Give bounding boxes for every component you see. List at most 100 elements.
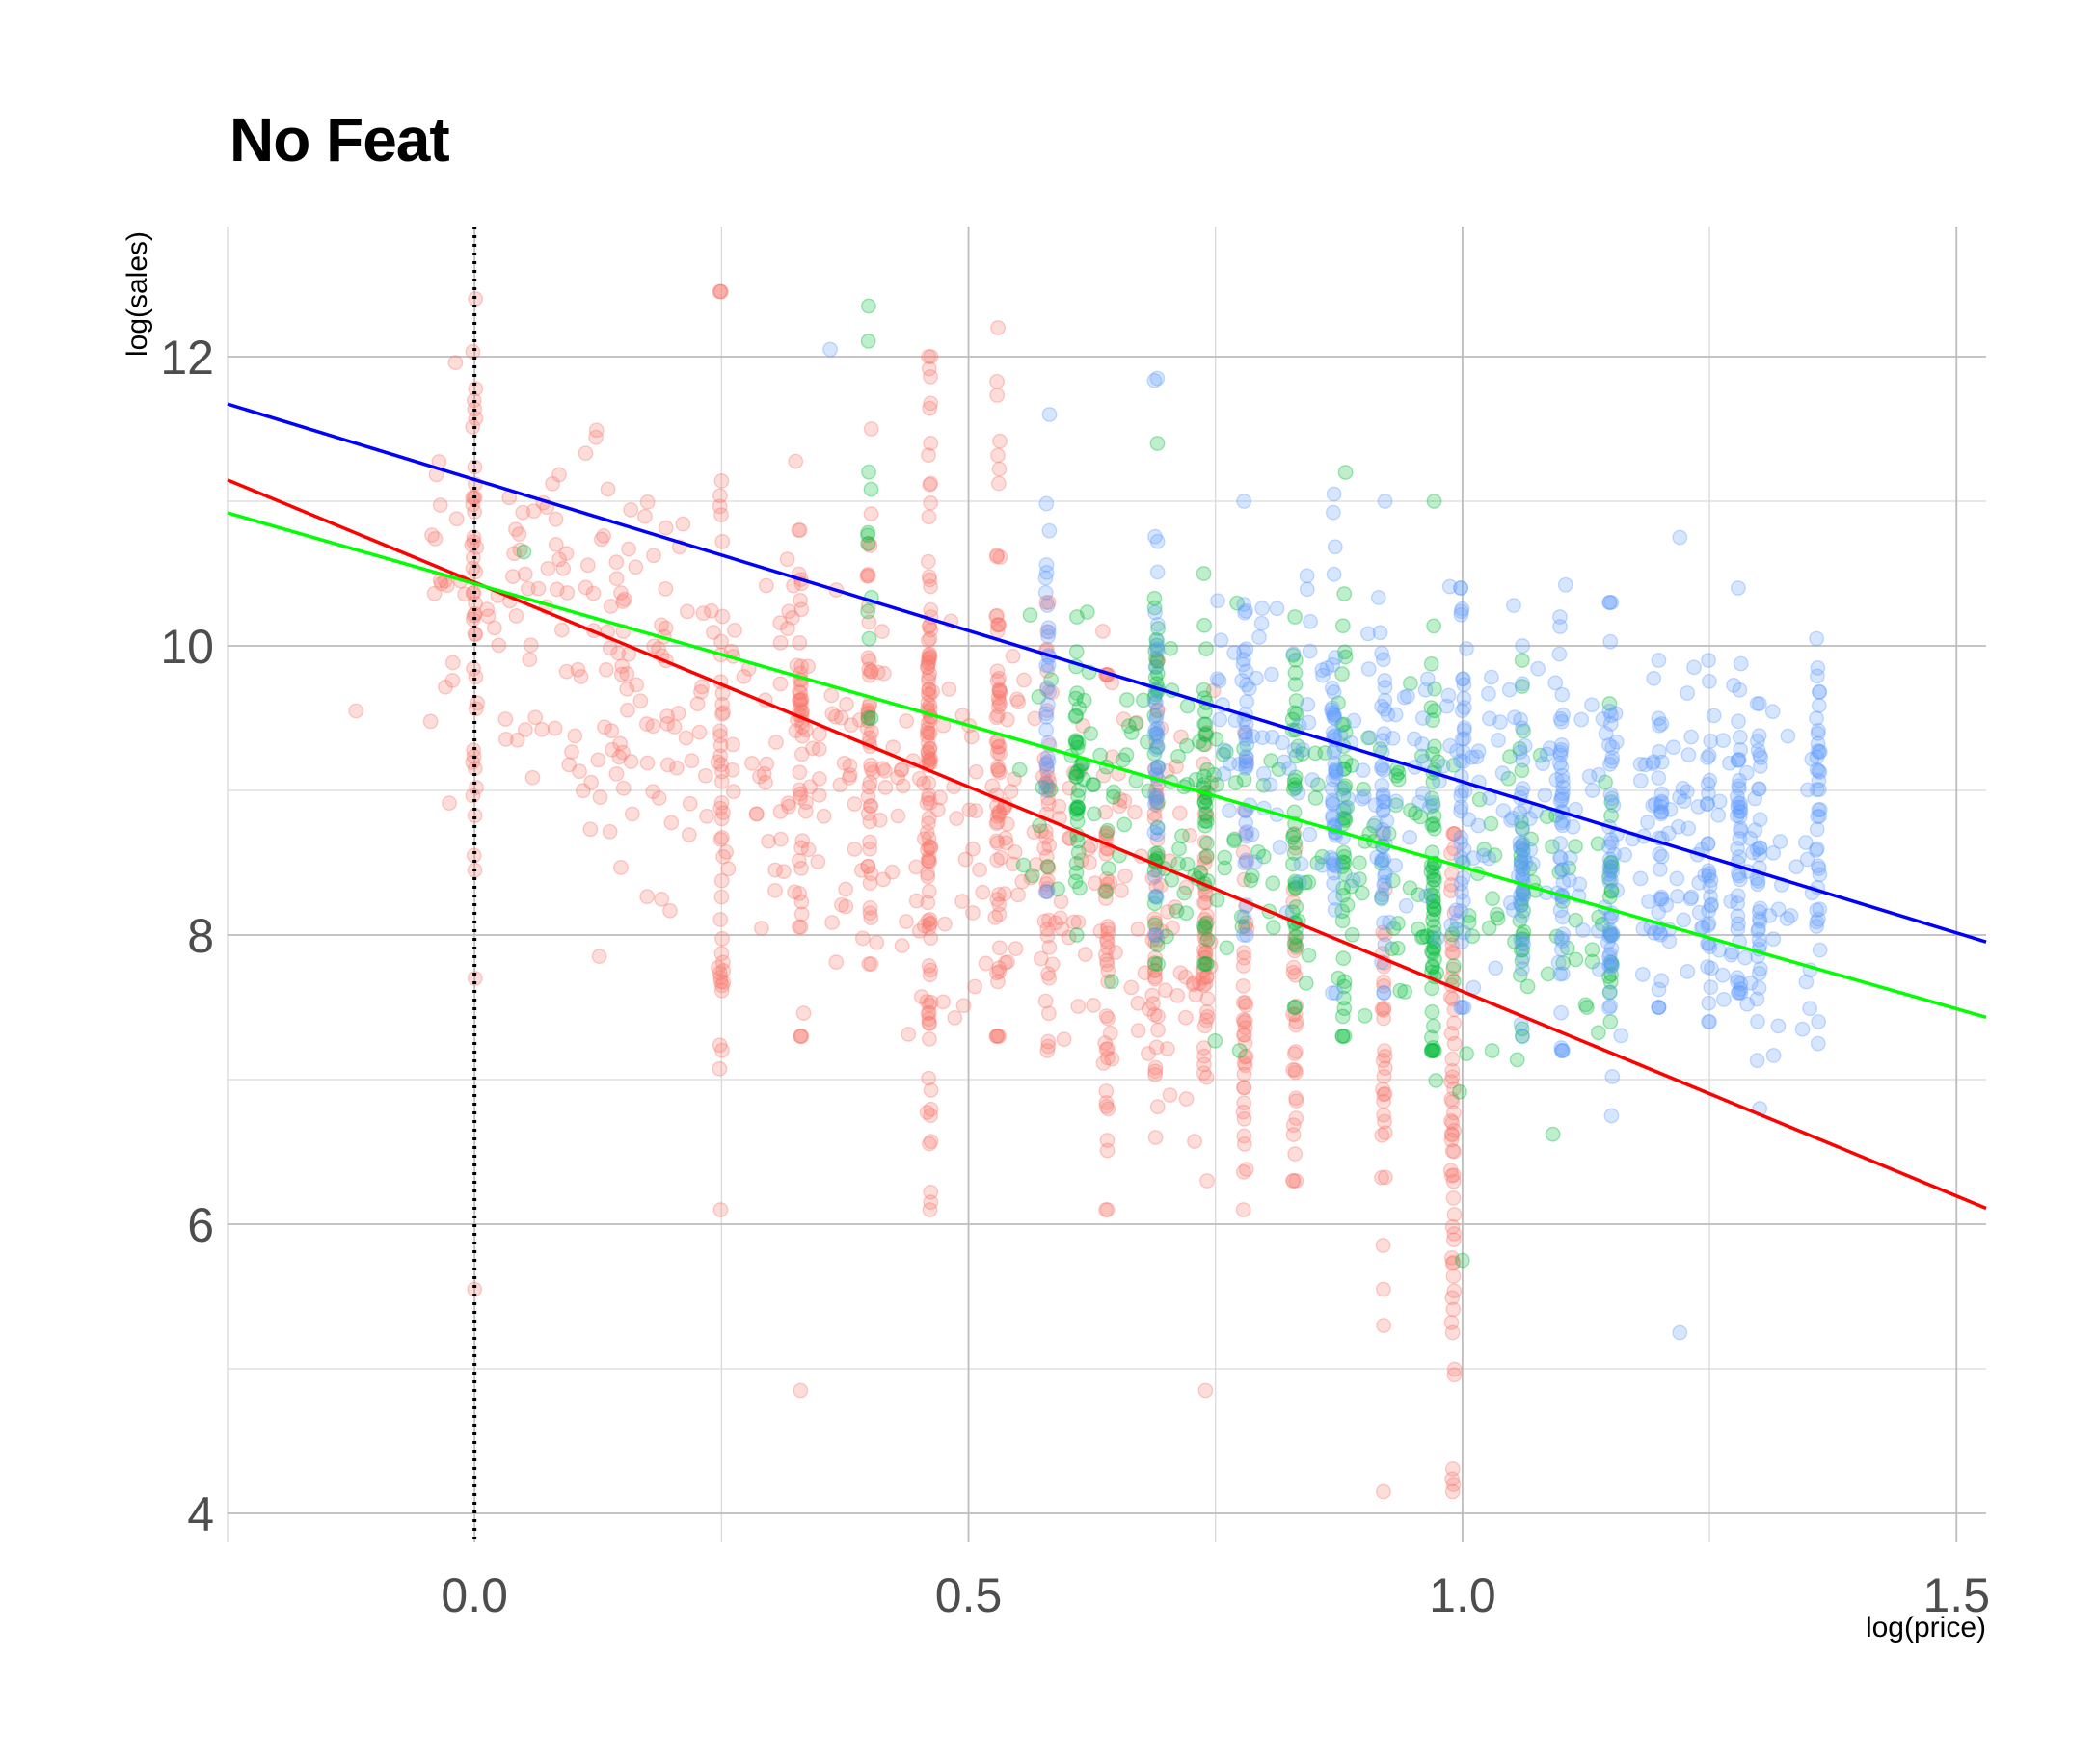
data-point bbox=[1291, 874, 1307, 890]
data-point bbox=[512, 542, 528, 558]
data-point bbox=[923, 1194, 939, 1211]
data-point bbox=[1545, 1126, 1561, 1142]
data-point bbox=[860, 858, 876, 874]
data-point bbox=[1237, 1012, 1253, 1029]
data-point bbox=[1445, 1477, 1462, 1492]
data-point bbox=[1197, 817, 1213, 834]
data-point bbox=[659, 708, 675, 724]
data-point bbox=[1461, 812, 1477, 828]
data-point bbox=[991, 682, 1008, 699]
data-point bbox=[1454, 1252, 1470, 1269]
data-point bbox=[1288, 928, 1304, 945]
data-point bbox=[1271, 762, 1287, 778]
data-point bbox=[1380, 707, 1396, 723]
data-point bbox=[997, 954, 1013, 971]
data-point bbox=[1456, 842, 1472, 858]
data-point bbox=[1038, 755, 1055, 771]
data-point bbox=[989, 965, 1005, 981]
data-point bbox=[583, 774, 600, 790]
data-point bbox=[714, 706, 730, 722]
data-point bbox=[1603, 794, 1620, 810]
data-point bbox=[1495, 803, 1512, 818]
data-point bbox=[1196, 566, 1212, 581]
data-point bbox=[1577, 997, 1594, 1013]
data-point bbox=[1444, 926, 1461, 943]
data-point bbox=[1602, 715, 1619, 732]
data-point bbox=[515, 504, 531, 521]
data-point bbox=[645, 718, 661, 735]
data-point bbox=[1550, 954, 1567, 971]
data-point bbox=[860, 650, 876, 666]
data-point bbox=[1427, 1043, 1442, 1058]
data-point bbox=[1196, 768, 1212, 785]
data-point bbox=[1067, 708, 1084, 725]
data-point bbox=[614, 658, 631, 675]
data-point bbox=[711, 959, 726, 976]
data-point bbox=[1236, 1027, 1252, 1043]
data-point bbox=[989, 373, 1005, 389]
data-point bbox=[798, 794, 814, 811]
data-point bbox=[1139, 734, 1155, 750]
data-point bbox=[988, 1029, 1005, 1044]
data-point bbox=[447, 355, 464, 371]
data-point bbox=[1445, 1190, 1462, 1206]
data-point bbox=[1378, 881, 1393, 897]
data-point bbox=[1199, 914, 1216, 930]
data-point bbox=[1337, 813, 1354, 829]
data-point bbox=[1128, 715, 1143, 732]
data-point bbox=[788, 723, 804, 739]
data-point bbox=[611, 749, 628, 765]
data-point bbox=[1197, 895, 1214, 911]
data-point bbox=[1515, 926, 1530, 943]
data-point bbox=[1148, 789, 1165, 805]
data-point bbox=[843, 717, 859, 734]
data-point bbox=[1600, 1000, 1617, 1016]
data-point bbox=[1245, 728, 1261, 744]
data-point bbox=[1517, 737, 1533, 754]
data-point bbox=[1545, 839, 1560, 855]
data-point bbox=[863, 663, 878, 680]
data-point bbox=[1369, 849, 1385, 866]
data-point bbox=[1284, 904, 1301, 921]
data-point bbox=[1552, 902, 1569, 919]
data-point bbox=[1703, 979, 1719, 996]
data-point bbox=[1297, 874, 1313, 891]
data-point bbox=[1810, 809, 1826, 825]
data-point bbox=[1512, 895, 1528, 911]
data-point bbox=[1178, 737, 1195, 754]
data-point bbox=[567, 728, 583, 744]
data-point bbox=[1453, 753, 1468, 769]
data-point bbox=[1419, 671, 1436, 687]
data-point bbox=[1287, 875, 1304, 892]
data-point bbox=[1177, 969, 1194, 985]
data-point bbox=[989, 1029, 1006, 1044]
data-point bbox=[992, 764, 1008, 781]
data-point bbox=[1295, 741, 1311, 758]
data-point bbox=[990, 320, 1006, 335]
data-point bbox=[1147, 889, 1164, 905]
data-point bbox=[1456, 731, 1472, 747]
data-point bbox=[772, 676, 789, 692]
data-point bbox=[922, 740, 938, 757]
data-point bbox=[1811, 698, 1827, 713]
data-point bbox=[516, 544, 532, 560]
data-point bbox=[1603, 927, 1620, 944]
data-point bbox=[1548, 772, 1565, 788]
data-point bbox=[1553, 1004, 1570, 1021]
data-point bbox=[793, 1029, 810, 1044]
data-point bbox=[1196, 962, 1212, 978]
data-point bbox=[1038, 682, 1055, 698]
data-point bbox=[1099, 825, 1115, 842]
data-point bbox=[1265, 875, 1281, 892]
data-point bbox=[1324, 702, 1339, 718]
data-point bbox=[990, 617, 1007, 633]
data-point bbox=[712, 965, 728, 981]
data-point bbox=[714, 608, 731, 625]
data-point bbox=[1444, 1114, 1461, 1131]
data-point bbox=[1196, 925, 1213, 942]
data-point bbox=[768, 735, 784, 750]
data-point bbox=[1287, 934, 1303, 950]
data-point bbox=[1037, 584, 1054, 601]
data-point bbox=[1408, 805, 1423, 821]
data-point bbox=[1251, 629, 1267, 645]
